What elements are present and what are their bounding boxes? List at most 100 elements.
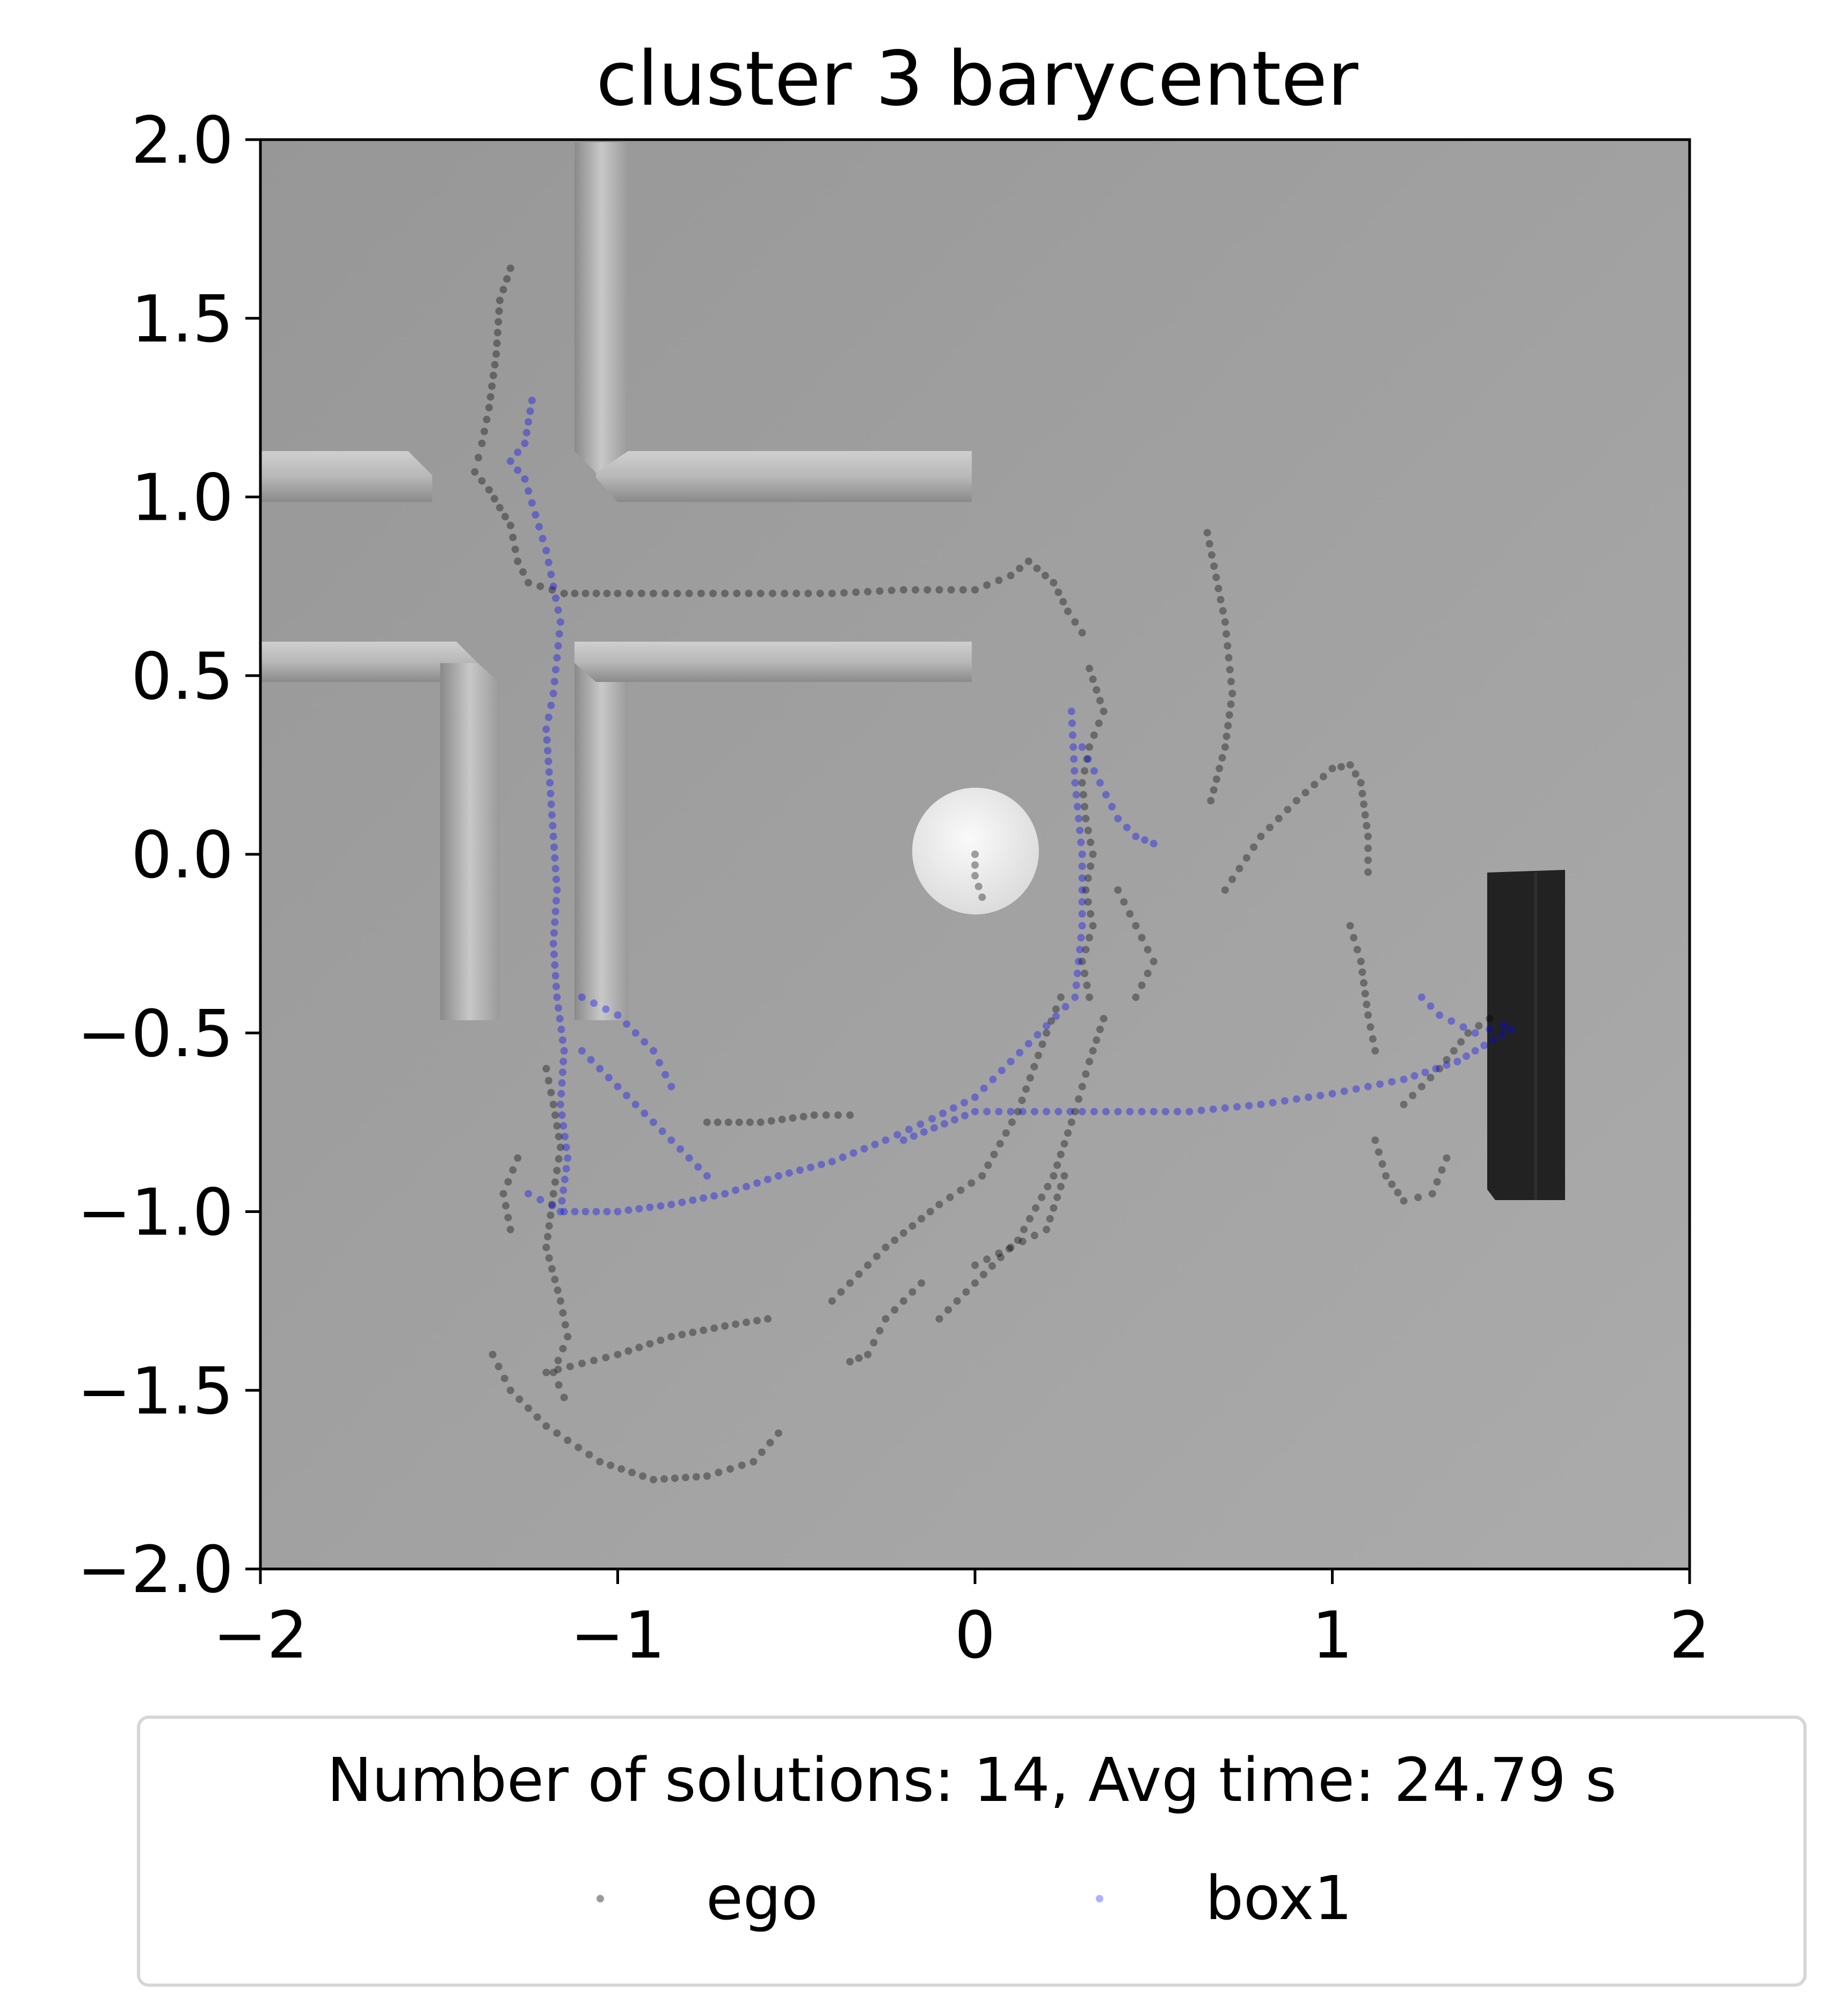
ego-point (891, 1236, 899, 1244)
ego-point (828, 590, 836, 598)
box1-point (641, 1109, 649, 1117)
box1-point (920, 1128, 928, 1136)
ego-point (1038, 1193, 1046, 1201)
ego-point (548, 1265, 556, 1273)
box1-point (557, 1208, 564, 1216)
y-tick-label: 2.0 (131, 104, 234, 178)
box1-point (721, 1190, 729, 1198)
y-tick-label: 0.5 (131, 640, 234, 714)
ego-point (1221, 743, 1229, 751)
ego-point (553, 1429, 561, 1437)
box1-point (1123, 824, 1131, 832)
box1-point (650, 1118, 657, 1127)
ego-point (650, 1476, 658, 1484)
ego-point (1212, 573, 1220, 582)
ego-point (947, 586, 955, 594)
ego-point (1086, 664, 1093, 672)
legend-label-box1: box1 (1205, 1864, 1352, 1934)
box1-point (1209, 1105, 1217, 1113)
ego-point (1144, 969, 1152, 977)
ego-point (566, 1362, 574, 1370)
ego-point (1394, 1189, 1402, 1196)
box1-point (1138, 1108, 1146, 1116)
box1-point (849, 1149, 857, 1157)
ego-point (1007, 571, 1015, 579)
ego-point (983, 1255, 991, 1263)
ego-point (486, 393, 494, 401)
box1-point (1500, 1022, 1508, 1030)
box1-point (1305, 1093, 1313, 1101)
box1-point (551, 972, 559, 980)
ego-point (1086, 743, 1093, 751)
ego-point (1078, 957, 1086, 965)
box1-point (1078, 862, 1086, 870)
x-tick-label: 0 (955, 1599, 995, 1673)
y-axis: 2.0 1.5 1.0 0.5 0.0 −0.5 −1.0 −1.5 −2.0 (77, 104, 260, 1608)
ego-point (967, 1179, 976, 1187)
ego-point (1205, 540, 1213, 548)
ego-point (700, 1326, 708, 1334)
ego-point (500, 1375, 508, 1383)
box1-point (1316, 1092, 1325, 1100)
box1-point (700, 1194, 708, 1202)
ego-point (1486, 1015, 1494, 1023)
ego-point (555, 1155, 563, 1163)
ego-point (1250, 843, 1258, 851)
box1-point (764, 1175, 772, 1183)
box1-point (544, 558, 552, 566)
ego-point (1375, 1148, 1383, 1156)
box1-point (1067, 707, 1075, 715)
ego-point (1223, 732, 1231, 740)
box1-point (661, 1071, 670, 1079)
ego-point (1087, 910, 1095, 918)
ego-point (750, 1458, 758, 1466)
ego-point (971, 1261, 979, 1269)
box1-point (1078, 874, 1086, 882)
ego-point (564, 1333, 572, 1341)
ego-point (1364, 856, 1372, 864)
ego-point (978, 1172, 986, 1180)
ego-point (1138, 934, 1146, 942)
ego-point (1428, 1190, 1436, 1198)
box1-point (1149, 1108, 1158, 1116)
ego-point (1034, 1051, 1042, 1059)
ego-point (1086, 1058, 1093, 1065)
box1-point (1114, 1108, 1122, 1116)
box1-point (1078, 886, 1086, 894)
ego-point (1207, 797, 1215, 805)
ego-point (1114, 886, 1122, 894)
ego-point (1071, 618, 1079, 626)
x-tick-label: −2 (213, 1599, 308, 1673)
ego-point (1082, 946, 1090, 954)
box1-point (562, 1165, 570, 1173)
box1-point (542, 547, 550, 555)
ego-point (1087, 838, 1095, 846)
dark-block-shape (1487, 870, 1565, 1200)
box1-point (635, 1205, 643, 1213)
ego-point (1002, 1129, 1010, 1137)
box1-point (1132, 832, 1140, 840)
ego-point (1060, 1172, 1068, 1180)
ego-point (733, 590, 741, 598)
ego-point (935, 1315, 943, 1323)
ego-point (555, 1132, 563, 1140)
ego-point (995, 576, 1003, 584)
ego-point (553, 1167, 561, 1174)
box1-point (828, 1158, 836, 1166)
ego-point (660, 1475, 668, 1483)
ego-point (493, 339, 501, 347)
box1-point (1072, 791, 1080, 799)
ego-point (650, 590, 657, 598)
ego-point (855, 1354, 863, 1362)
ego-point (1311, 781, 1319, 789)
box1-point (550, 929, 558, 937)
box1-point (1073, 969, 1081, 977)
box1-point (550, 950, 558, 958)
box1-point (592, 1208, 600, 1216)
ego-point (657, 1336, 665, 1345)
box1-point (1024, 1040, 1032, 1048)
ego-point (581, 590, 590, 598)
ego-point (515, 1395, 523, 1403)
box1-point (905, 1125, 913, 1134)
ego-point (1382, 1172, 1390, 1180)
